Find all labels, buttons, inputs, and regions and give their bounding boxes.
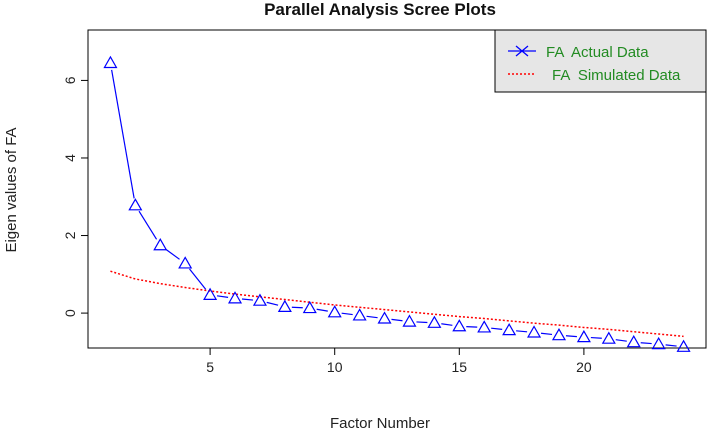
x-tick-label: 20 bbox=[576, 359, 592, 375]
actual-data-point bbox=[402, 314, 417, 327]
x-tick-label: 5 bbox=[206, 359, 214, 375]
x-axis: 5 10 15 20 bbox=[206, 347, 592, 375]
actual-data-point bbox=[203, 287, 218, 300]
x-axis-label: Factor Number bbox=[330, 415, 430, 430]
actual-data-segment bbox=[341, 312, 353, 316]
x-tick-label: 10 bbox=[327, 359, 343, 375]
actual-data-point bbox=[452, 319, 467, 332]
y-tick-label: 2 bbox=[62, 231, 78, 239]
actual-data-point bbox=[103, 55, 118, 69]
legend-actual-label: FA Actual Data bbox=[546, 44, 649, 61]
actual-data-segment bbox=[216, 295, 229, 298]
actual-data-point bbox=[252, 293, 267, 306]
y-tick-label: 6 bbox=[62, 76, 78, 84]
y-axis: 0 2 4 6 bbox=[62, 76, 89, 317]
actual-data-point bbox=[227, 291, 243, 304]
actual-data-point bbox=[502, 322, 517, 336]
actual-data-point bbox=[153, 238, 168, 251]
actual-data-segment bbox=[640, 342, 652, 345]
actual-data-segment bbox=[615, 339, 627, 342]
actual-data-point bbox=[327, 305, 342, 318]
actual-data-point bbox=[676, 339, 691, 352]
actual-data-point bbox=[626, 334, 641, 348]
actual-data-segment bbox=[565, 335, 577, 338]
actual-data-segment bbox=[540, 332, 553, 336]
actual-data-segment bbox=[138, 210, 158, 240]
x-tick-label: 15 bbox=[452, 359, 468, 375]
actual-data-segment bbox=[441, 323, 453, 326]
actual-data-segment bbox=[516, 330, 528, 333]
actual-data-segment bbox=[111, 69, 135, 199]
actual-data-point bbox=[651, 336, 666, 350]
actual-data-segment bbox=[266, 301, 279, 306]
actual-data-point bbox=[277, 299, 292, 312]
actual-data-segment bbox=[416, 321, 428, 324]
actual-data-point bbox=[427, 315, 442, 328]
actual-data-point bbox=[601, 331, 616, 344]
legend-simulated-label: FA Simulated Data bbox=[552, 67, 681, 84]
actual-data-segment bbox=[491, 327, 503, 330]
actual-data-segment bbox=[241, 298, 254, 301]
actual-data-segment bbox=[590, 336, 602, 339]
actual-data-point bbox=[477, 320, 492, 333]
actual-data-segment bbox=[316, 308, 328, 312]
actual-data-segment bbox=[366, 315, 378, 319]
simulated-data-line bbox=[110, 270, 684, 338]
actual-data-point bbox=[352, 308, 367, 321]
y-tick-label: 0 bbox=[62, 309, 78, 317]
actual-data-segment bbox=[665, 344, 677, 347]
legend-actual-cross-icon bbox=[515, 45, 529, 57]
series-layer bbox=[103, 55, 691, 352]
actual-data-point bbox=[576, 329, 591, 343]
chart-title: Parallel Analysis Scree Plots bbox=[264, 0, 496, 19]
legend-box bbox=[494, 29, 707, 93]
actual-data-point bbox=[178, 256, 193, 269]
actual-data-segment bbox=[291, 306, 303, 309]
y-axis-label: Eigen values of FA bbox=[3, 127, 20, 252]
actual-data-segment bbox=[165, 248, 180, 260]
actual-data-segment bbox=[391, 318, 403, 322]
actual-data-point bbox=[377, 311, 392, 324]
y-tick-label: 4 bbox=[62, 154, 78, 162]
actual-data-segment bbox=[189, 268, 207, 290]
actual-data-point bbox=[128, 198, 143, 211]
actual-data-point bbox=[527, 325, 542, 338]
legend: FA Actual Data FA Simulated Data bbox=[494, 29, 707, 93]
actual-data-segment bbox=[466, 326, 478, 328]
actual-data-point bbox=[302, 300, 317, 314]
actual-data-point bbox=[551, 327, 567, 341]
